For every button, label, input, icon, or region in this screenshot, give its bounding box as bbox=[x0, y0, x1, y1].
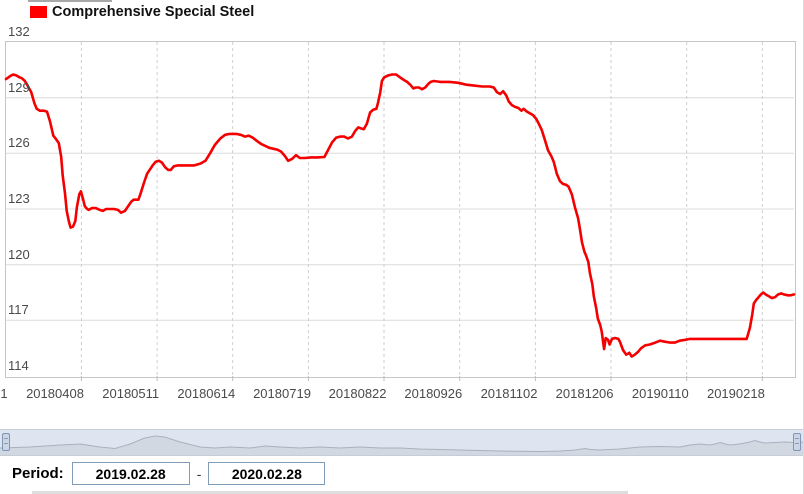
legend-swatch bbox=[30, 6, 47, 18]
period-separator: - bbox=[196, 465, 202, 482]
x-tick-label-2: 20180511 bbox=[102, 386, 160, 401]
navigator-line bbox=[0, 435, 803, 453]
period-to-input[interactable] bbox=[208, 462, 326, 485]
navigator-area bbox=[0, 436, 803, 455]
top-edge-artifact bbox=[28, 0, 112, 2]
period-from-input[interactable] bbox=[71, 462, 190, 485]
x-tick-label-1: 20180408 bbox=[26, 386, 84, 401]
navigator-track[interactable] bbox=[0, 429, 803, 456]
x-tick-label-9: 20190110 bbox=[631, 386, 689, 401]
x-tick-label-5: 20180822 bbox=[328, 386, 387, 401]
x-tick-label-10: 20190218 bbox=[706, 386, 765, 401]
price-chart-svg bbox=[4, 42, 796, 381]
navigator-right-handle[interactable] bbox=[793, 433, 801, 451]
legend-item[interactable]: Comprehensive Special Steel bbox=[30, 4, 254, 20]
x-tick-label-7: 20181102 bbox=[480, 386, 538, 401]
navigator-left-handle[interactable] bbox=[2, 433, 10, 451]
x-tick-label-4: 20180719 bbox=[253, 386, 311, 401]
x-tick-label-8: 20181206 bbox=[555, 386, 614, 401]
cutoff-element-strip bbox=[32, 491, 628, 494]
y-tick-label-120: 120 bbox=[8, 247, 30, 262]
period-row: Period: - bbox=[12, 462, 326, 485]
y-tick-label-123: 123 bbox=[8, 191, 30, 206]
x-tick-label-0: 1 bbox=[0, 386, 8, 401]
y-tick-label-129: 129 bbox=[8, 80, 30, 95]
period-label: Period: bbox=[12, 465, 64, 482]
legend-label: Comprehensive Special Steel bbox=[52, 4, 255, 20]
price-line-series bbox=[4, 73, 796, 358]
y-tick-label-132: 132 bbox=[8, 24, 30, 39]
chart-plot-area bbox=[4, 41, 796, 381]
x-tick-label-6: 20180926 bbox=[404, 386, 463, 401]
x-tick-label-3: 20180614 bbox=[177, 386, 236, 401]
navigator-sparkline bbox=[0, 435, 803, 455]
y-tick-label-117: 117 bbox=[8, 302, 29, 317]
y-tick-label-126: 126 bbox=[8, 135, 30, 150]
y-tick-label-114: 114 bbox=[8, 358, 29, 373]
